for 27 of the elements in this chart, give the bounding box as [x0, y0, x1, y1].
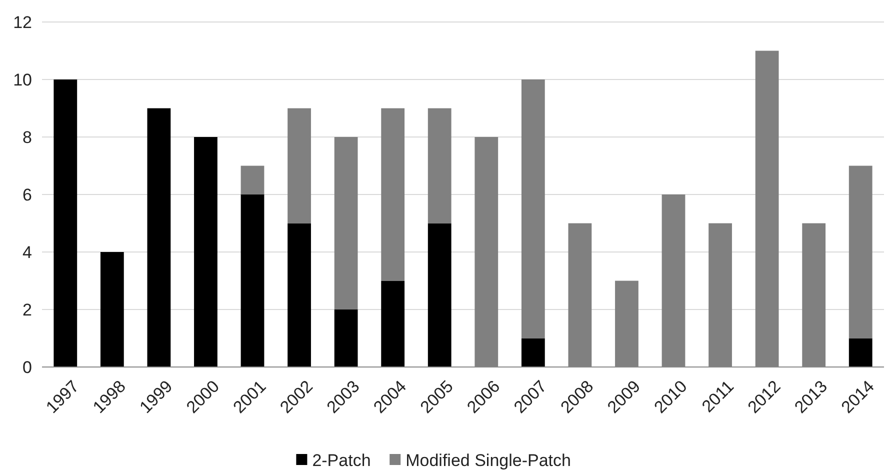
y-tick-label: 2 [22, 300, 32, 320]
bar [381, 280, 405, 367]
y-tick-label: 0 [22, 358, 32, 377]
bar [240, 166, 264, 194]
y-tick-label: 8 [22, 128, 32, 147]
bar [521, 338, 545, 367]
y-tick-label: 6 [22, 185, 32, 204]
bar [381, 108, 405, 281]
bar [54, 80, 78, 367]
bar [428, 223, 452, 367]
bar [521, 80, 545, 338]
y-tick-label: 12 [13, 12, 32, 32]
bar [288, 223, 311, 367]
legend-label: Modified Single-Patch [406, 450, 571, 470]
bar [100, 252, 124, 367]
bar [848, 166, 872, 338]
bar [288, 108, 311, 224]
y-tick-label: 4 [22, 242, 32, 262]
bar [428, 108, 452, 224]
bar [334, 137, 358, 310]
bar [240, 194, 264, 367]
bar [194, 137, 218, 367]
bar [848, 338, 872, 367]
y-tick-label: 10 [13, 70, 32, 90]
legend-label: 2-Patch [312, 450, 371, 470]
bar [147, 108, 171, 367]
bar [334, 310, 358, 367]
